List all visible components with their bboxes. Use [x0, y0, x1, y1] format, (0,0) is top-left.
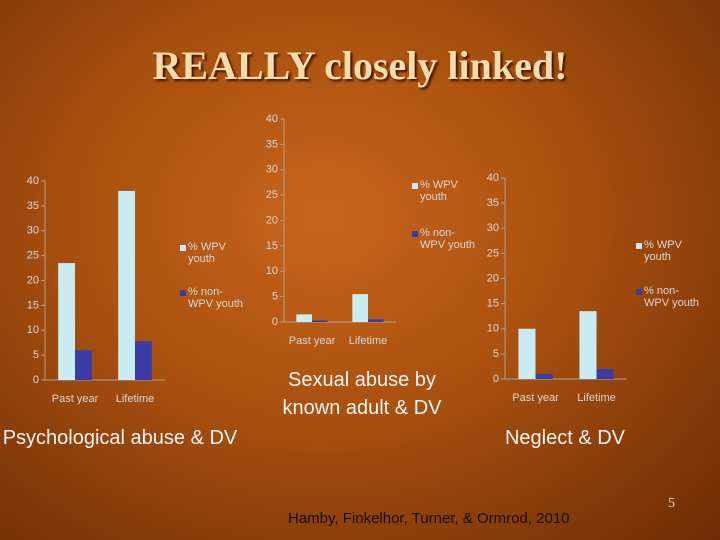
legend-swatch [636, 289, 642, 295]
y-tick-label: 30 [27, 225, 39, 237]
chart-caption: Sexual abuse by known adult & DV [282, 369, 442, 419]
y-tick-label: 35 [487, 197, 499, 209]
bar [312, 320, 328, 322]
y-tick-label: 25 [266, 189, 278, 201]
x-tick-label: Lifetime [349, 335, 388, 347]
y-tick-label: 20 [27, 274, 39, 286]
y-tick-label: 10 [27, 324, 39, 336]
y-tick-label: 5 [493, 348, 499, 360]
y-tick-label: 10 [487, 323, 499, 335]
bar [535, 373, 553, 379]
bar [596, 368, 614, 379]
bar [368, 319, 384, 322]
legend-label: % WPV youth [644, 239, 682, 263]
y-tick-label: 25 [27, 250, 39, 262]
y-tick-label: 40 [487, 172, 499, 184]
y-tick-label: 30 [487, 222, 499, 234]
y-tick-label: 40 [266, 113, 278, 125]
y-tick-label: 0 [33, 374, 39, 386]
legend-label: % non-WPV youth [188, 286, 244, 310]
x-tick-label: Lifetime [116, 393, 155, 405]
bar [352, 294, 368, 322]
bar [579, 311, 597, 379]
y-tick-label: 40 [27, 175, 39, 187]
y-tick-label: 20 [266, 214, 278, 226]
page-number: 5 [668, 496, 675, 511]
chart-caption: Neglect & DV [504, 427, 626, 449]
legend-swatch [180, 245, 186, 251]
y-tick-label: 35 [27, 200, 39, 212]
y-tick-label: 0 [272, 316, 278, 328]
x-tick-label: Past year [52, 393, 99, 405]
bar [58, 263, 75, 380]
citation: Hamby, Finkelhor, Turner, & Ormrod, 2010 [288, 510, 570, 527]
y-tick-label: 20 [487, 272, 499, 284]
y-tick-label: 25 [487, 247, 499, 259]
legend-label: % WPV youth [420, 179, 458, 203]
y-tick-label: 15 [487, 298, 499, 310]
y-tick-label: 30 [266, 164, 278, 176]
legend-swatch [636, 243, 642, 249]
y-tick-label: 35 [266, 138, 278, 150]
legend-swatch [412, 231, 418, 237]
y-tick-label: 15 [266, 240, 278, 252]
legend-label: % WPV youth [188, 241, 226, 265]
chart-caption: Psychological abuse & DV [2, 427, 238, 449]
bar [75, 350, 92, 380]
bar [135, 341, 152, 380]
legend-swatch [180, 290, 186, 296]
y-tick-label: 0 [493, 373, 499, 385]
legend-label: % non-WPV youth [420, 227, 476, 251]
y-tick-label: 10 [266, 265, 278, 277]
y-tick-label: 5 [272, 291, 278, 303]
bar [518, 328, 536, 379]
bar [118, 190, 135, 380]
y-tick-label: 5 [33, 349, 39, 361]
bar [296, 314, 312, 322]
slide-title: REALLY closely linked! [152, 43, 568, 88]
legend-swatch [412, 183, 418, 189]
x-tick-label: Past year [512, 392, 559, 404]
legend-label: % non-WPV youth [644, 285, 700, 309]
x-tick-label: Past year [289, 335, 336, 347]
y-tick-label: 15 [27, 299, 39, 311]
x-tick-label: Lifetime [577, 392, 616, 404]
